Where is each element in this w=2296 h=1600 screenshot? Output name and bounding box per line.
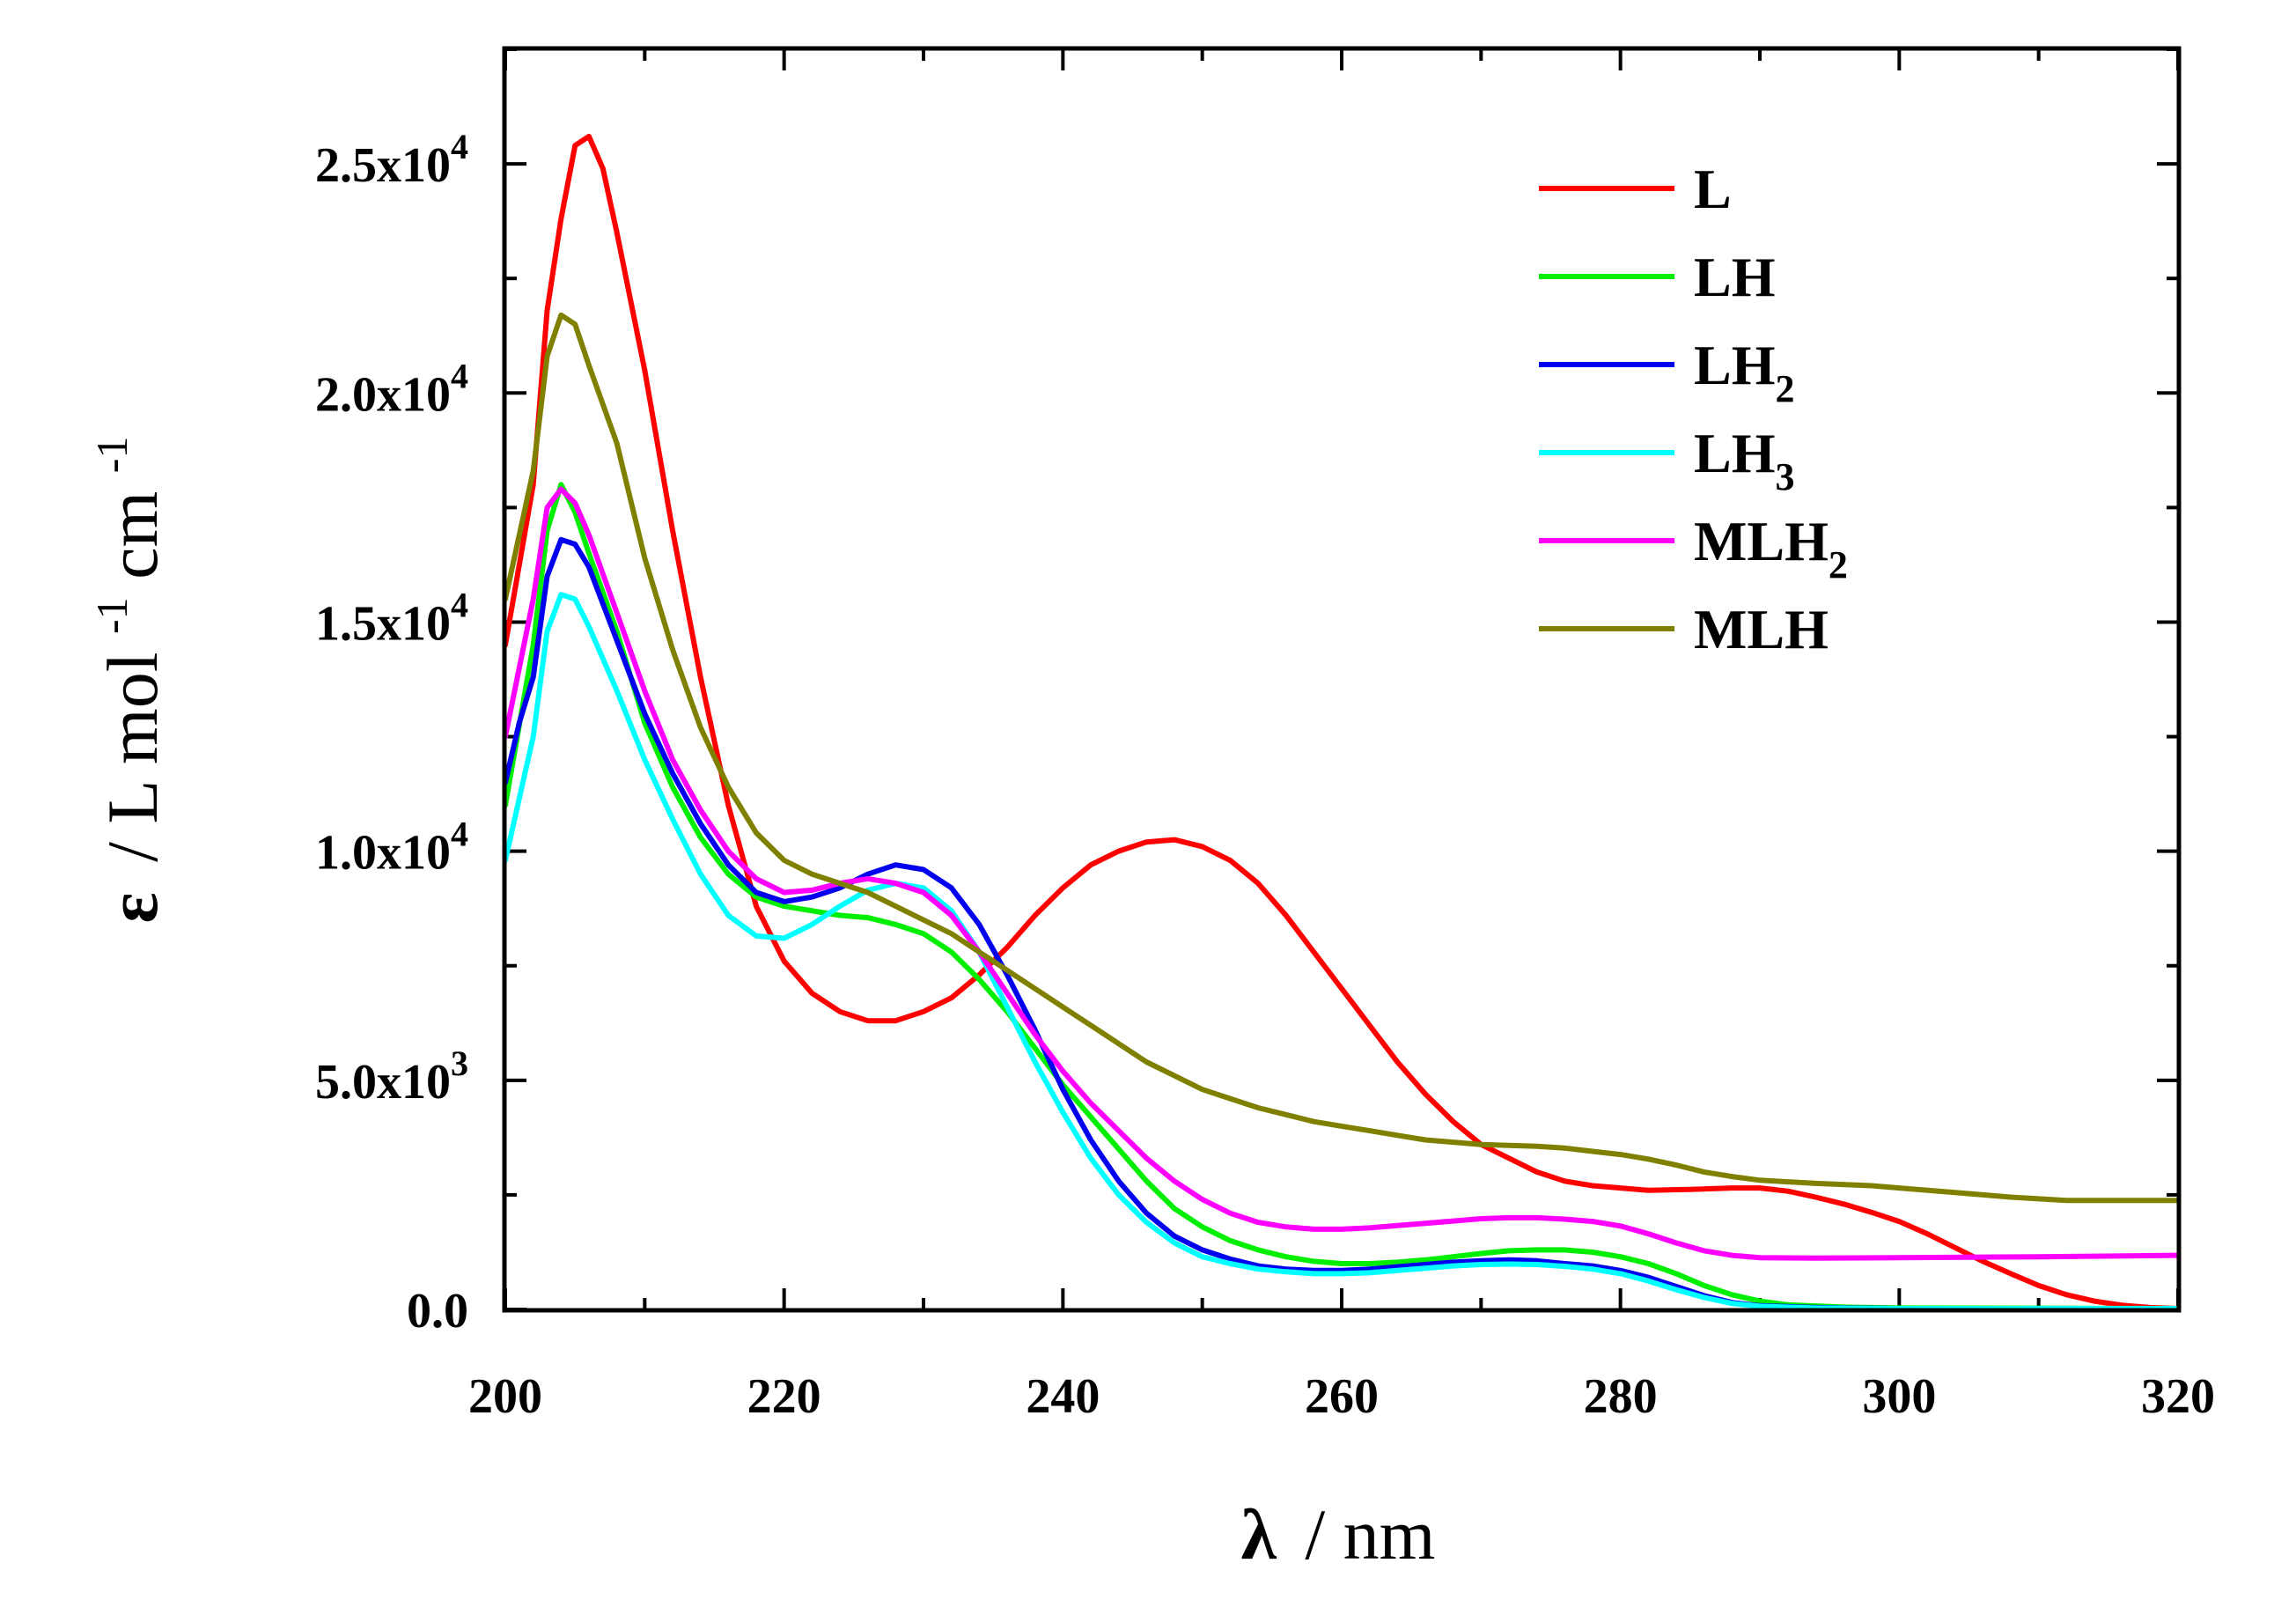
y-tick-exponent: 4 (451, 585, 468, 624)
legend-name: MLH (1694, 510, 1829, 572)
y-tick-mantissa: 2.0x10 (315, 367, 451, 422)
legend-label-lh: LH (1694, 246, 1775, 308)
y-tick-label: 2.5x104 (315, 127, 468, 193)
y-axis-unit-exp-b: -1 (87, 437, 136, 474)
y-tick-label: 1.0x104 (315, 815, 468, 881)
y-tick-label: 0.0 (407, 1284, 468, 1338)
series-line-mlh2 (505, 486, 2178, 1261)
plot-frame (502, 46, 2182, 1313)
y-tick-mantissa: 5.0x10 (315, 1055, 451, 1110)
series-line-lh2 (505, 536, 2178, 1309)
series-line-l (505, 133, 2178, 1309)
x-tick-label: 300 (1862, 1369, 1936, 1424)
legend-label-l: L (1694, 158, 1732, 220)
y-tick-exponent: 3 (451, 1043, 468, 1083)
y-tick-label: 1.5x104 (315, 585, 468, 651)
x-tick-label: 240 (1026, 1369, 1100, 1424)
series-line-lh (505, 482, 2178, 1309)
legend-label-lh2: LH2 (1694, 334, 1794, 410)
y-axis-symbol: ε (92, 892, 173, 923)
y-tick-mantissa: 2.5x10 (315, 138, 451, 193)
legend-name: LH (1694, 334, 1775, 396)
y-axis-unit-b: cm (92, 491, 173, 579)
y-tick-exponent: 4 (451, 356, 468, 395)
legend-subscript: 2 (1829, 543, 1848, 586)
y-tick-mantissa: 1.5x10 (315, 596, 451, 651)
legend-label-lh3: LH3 (1694, 422, 1794, 498)
legend-name: LH (1694, 422, 1775, 484)
series-line-lh3 (505, 592, 2178, 1309)
y-tick-exponent: 4 (451, 815, 468, 854)
x-tick-label: 200 (468, 1369, 542, 1424)
y-axis-unit-a: / L mol (92, 653, 173, 862)
x-tick-label: 220 (747, 1369, 821, 1424)
y-tick-label: 5.0x103 (315, 1043, 468, 1110)
x-axis-symbol: λ (1241, 1494, 1277, 1574)
legend-label-mlh: MLH (1694, 598, 1829, 660)
x-tick-label: 260 (1305, 1369, 1379, 1424)
legend-name: L (1694, 158, 1732, 220)
data-series-layer (505, 133, 2178, 1309)
legend-label-mlh2: MLH2 (1694, 510, 1848, 586)
y-axis-unit-exp-a: -1 (87, 597, 136, 634)
legend-name: LH (1694, 246, 1775, 308)
legend-subscript: 3 (1775, 455, 1794, 498)
y-tick-mantissa: 0.0 (407, 1284, 468, 1338)
y-tick-mantissa: 1.0x10 (315, 826, 451, 881)
series-line-mlh (505, 312, 2178, 1204)
x-tick-labels: 200 220 240 260 280 300 320 (468, 1369, 2215, 1424)
x-tick-label: 280 (1584, 1369, 1658, 1424)
x-axis-unit: / nm (1305, 1494, 1435, 1574)
y-axis-label: ε / L mol -1 cm -1 (63, 437, 173, 924)
x-axis-label: λ / nm (1241, 1494, 1436, 1574)
y-tick-exponent: 4 (451, 127, 468, 166)
y-tick-label: 2.0x104 (315, 356, 468, 422)
x-tick-label: 320 (2141, 1369, 2215, 1424)
legend-subscript: 2 (1775, 367, 1794, 410)
legend-name: MLH (1694, 598, 1829, 660)
